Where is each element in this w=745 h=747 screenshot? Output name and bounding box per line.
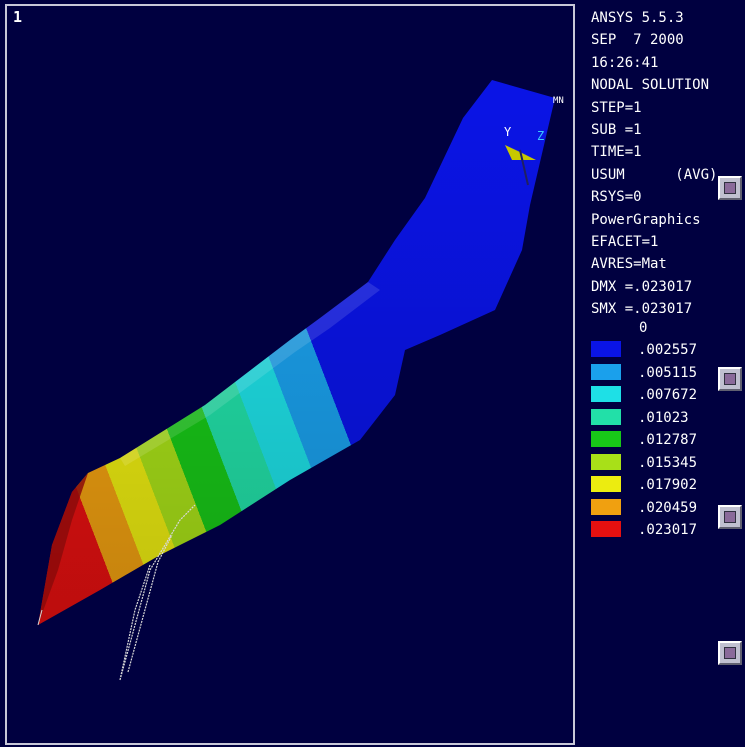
legend-value: .017902 — [638, 477, 698, 493]
triad-z-label: Z — [537, 129, 544, 143]
legend-value: .005115 — [638, 364, 698, 381]
legend-value: .002557 — [638, 342, 698, 358]
info-line: AVRES=Mat — [591, 256, 667, 273]
legend-value: .012787 — [638, 432, 698, 448]
viewport-number: 1 — [13, 8, 23, 26]
info-line: SEP 7 2000 — [591, 32, 684, 49]
legend-swatch — [591, 408, 621, 425]
legend-swatch — [591, 341, 621, 357]
legend-min-value: 0 — [639, 320, 648, 336]
info-line: RSYS=0 — [591, 189, 642, 206]
solution-info-panel: ANSYS 5.5.3 SEP 7 2000 16:26:41 NODAL SOLUT… — [591, 7, 717, 321]
info-line: ANSYS 5.5.3 — [591, 10, 684, 26]
mn-marker-label: MN — [553, 96, 564, 106]
window-button[interactable] — [718, 367, 742, 391]
front-edge-face — [38, 473, 88, 625]
legend-swatch — [591, 386, 621, 402]
info-line: NODAL SOLUTION — [591, 77, 710, 94]
info-line: SMX =.023017 — [591, 301, 693, 318]
legend-swatch — [591, 363, 621, 380]
window-icon — [724, 511, 736, 523]
info-line: TIME=1 — [591, 144, 642, 161]
triad-y-label: Y — [504, 125, 512, 139]
info-line: PowerGraphics — [591, 211, 701, 228]
legend-swatch — [591, 498, 621, 515]
axis-triad: Y Z MN — [504, 96, 564, 186]
legend-value: .01023 — [638, 409, 689, 426]
legend-swatch — [591, 453, 621, 470]
undeformed-outline — [119, 504, 196, 681]
legend-swatch — [591, 476, 621, 492]
window-button[interactable] — [718, 505, 742, 529]
legend-value: .020459 — [638, 499, 698, 516]
legend-value: .023017 — [638, 522, 698, 538]
info-line: USUM (AVG) — [591, 166, 718, 183]
window-button[interactable] — [718, 176, 742, 200]
window-icon — [724, 373, 736, 385]
legend-swatch — [591, 431, 621, 447]
info-line: DMX =.023017 — [591, 278, 693, 295]
legend-value: .007672 — [638, 387, 698, 403]
legend-value: .015345 — [638, 454, 698, 471]
window-icon — [724, 647, 736, 659]
window-button[interactable] — [718, 641, 742, 665]
info-line: STEP=1 — [591, 99, 642, 116]
info-line: EFACET=1 — [591, 234, 659, 251]
info-line: 16:26:41 — [591, 54, 659, 71]
info-line: SUB =1 — [591, 122, 642, 139]
legend-swatch — [591, 521, 621, 537]
window-icon — [724, 182, 736, 194]
